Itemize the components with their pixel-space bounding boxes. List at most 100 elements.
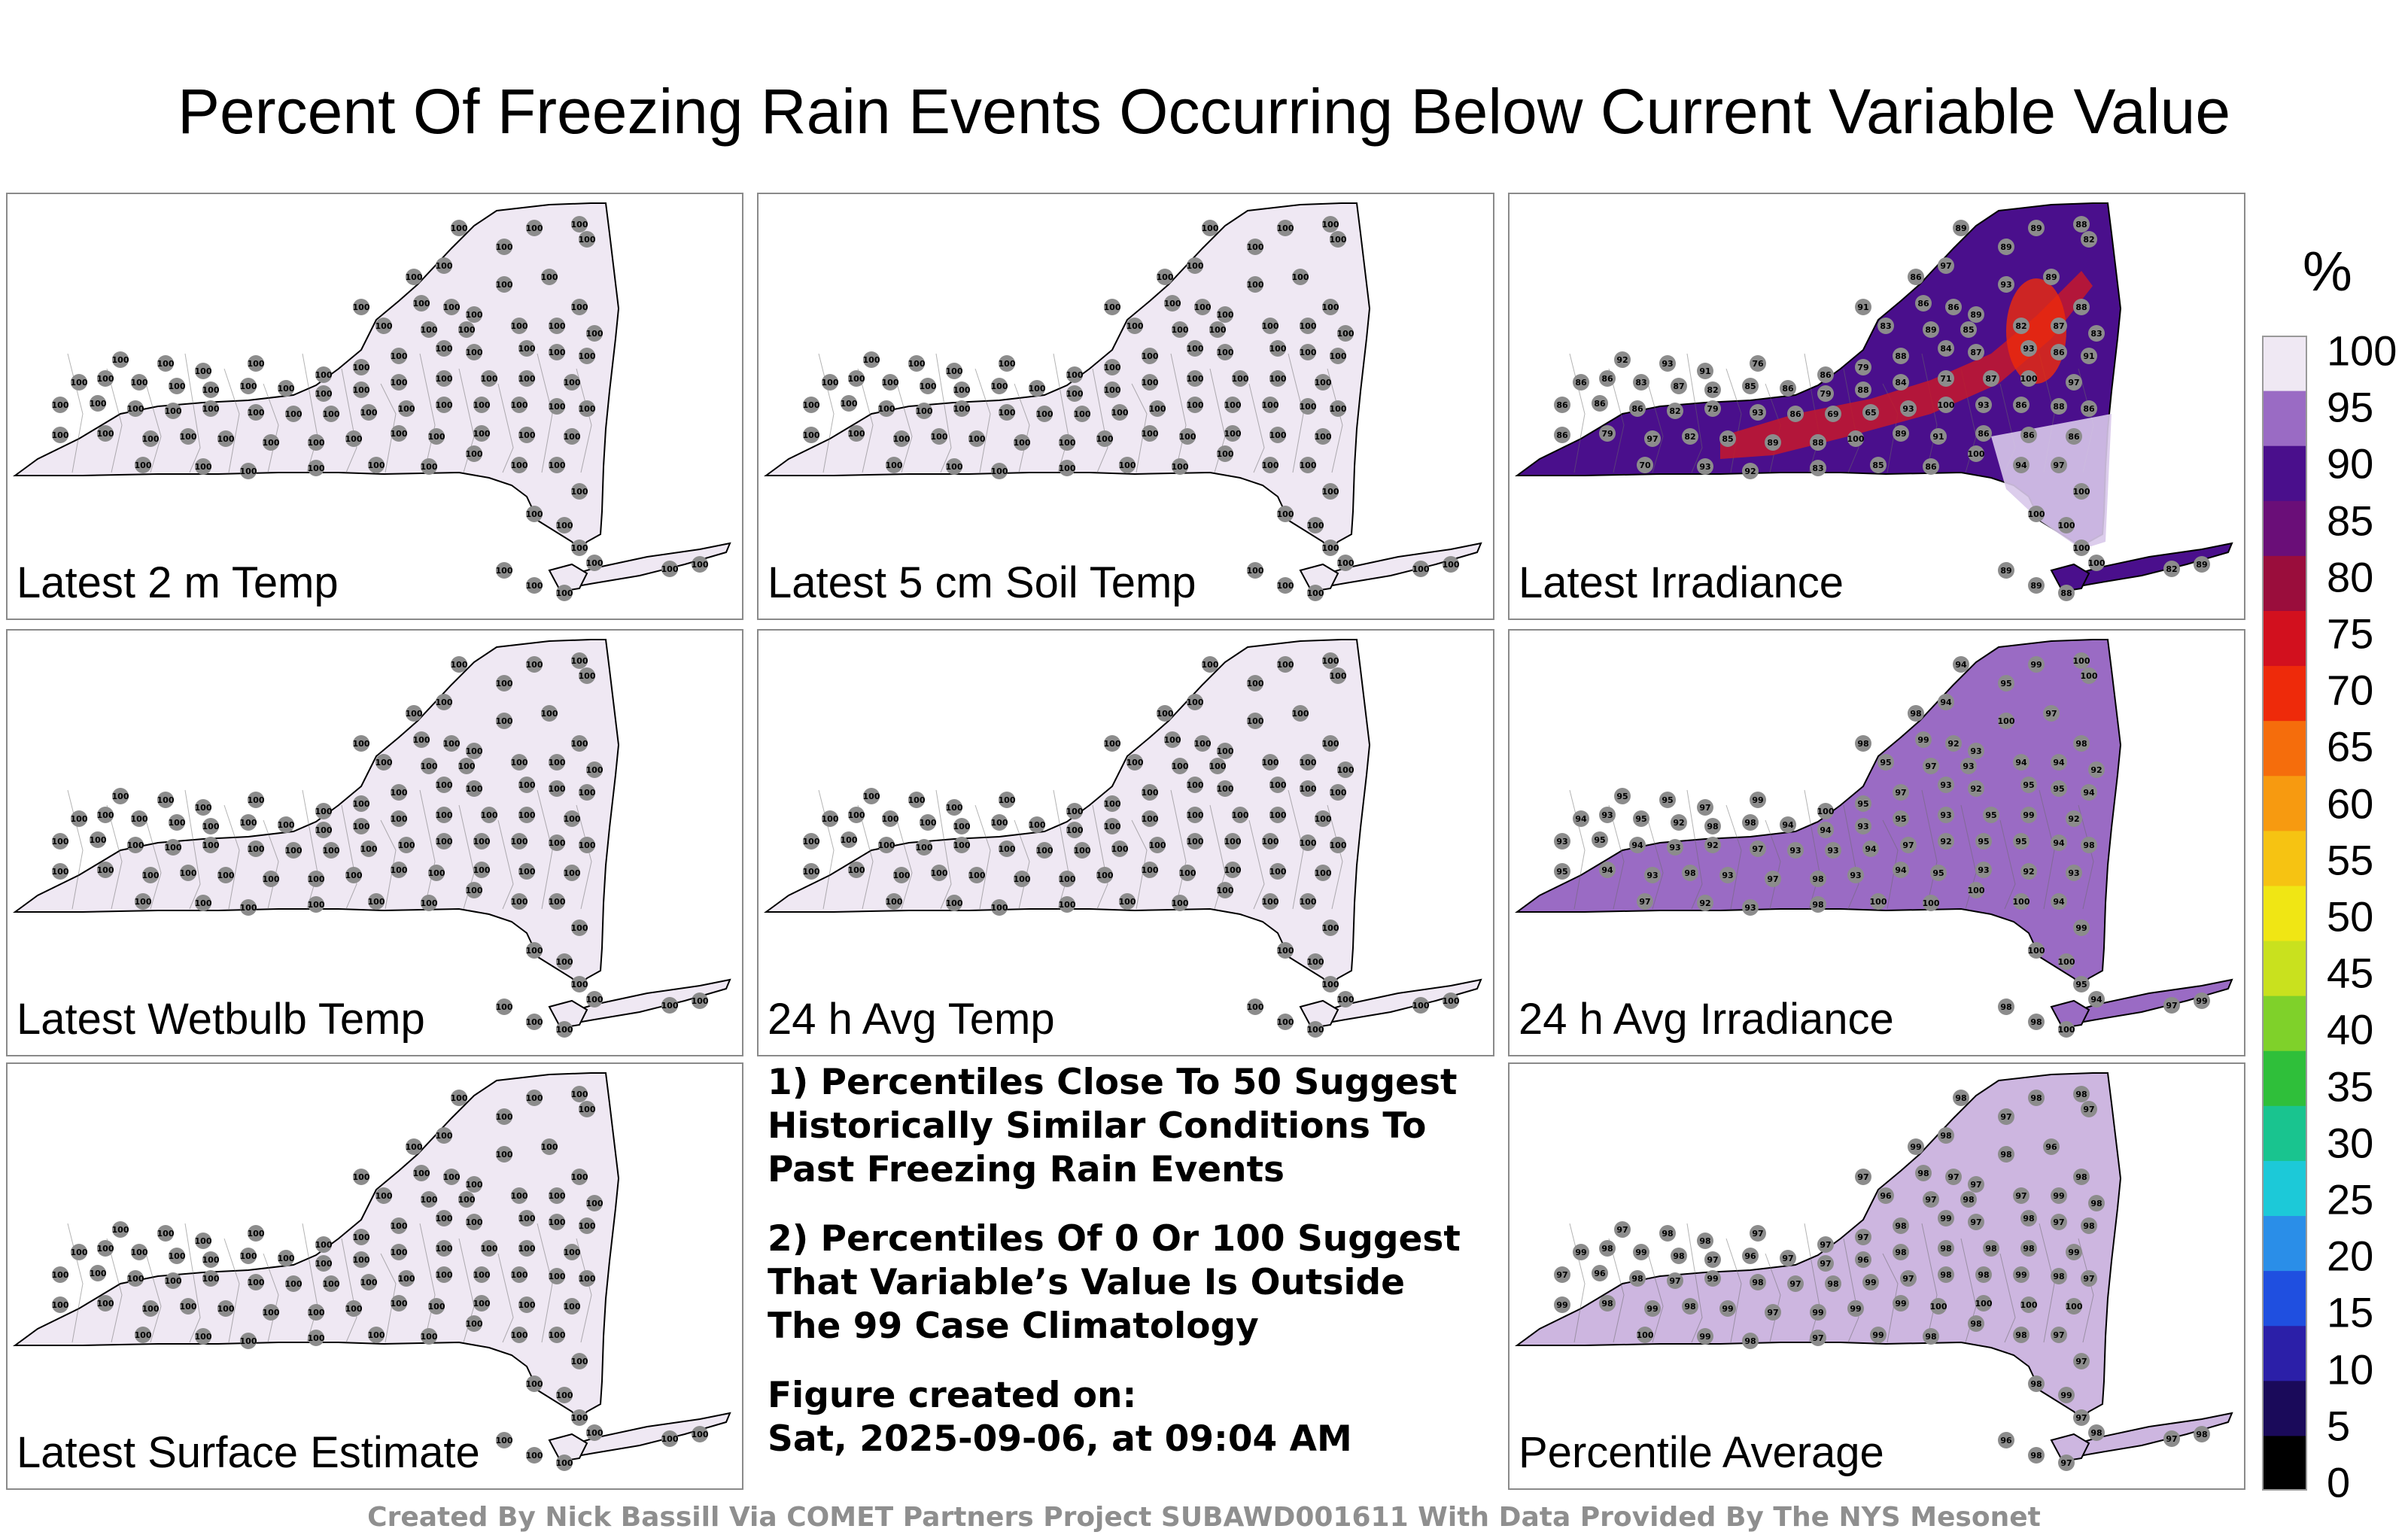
station-value: 100 (496, 1002, 513, 1012)
county-line (2039, 1223, 2055, 1343)
station-value: 85 (1744, 381, 1756, 391)
panel-label: Latest Surface Estimate (17, 1428, 480, 1477)
station-value: 97 (1820, 1259, 1831, 1269)
station-marker (1633, 1244, 1649, 1260)
figure-created-note: Figure created on: Sat, 2025-09-06, at 0… (768, 1375, 1352, 1460)
station-value: 100 (946, 803, 963, 813)
panel-label: Latest Wetbulb Temp (17, 995, 425, 1044)
station-marker (1817, 1255, 1834, 1272)
station-marker (1810, 460, 1826, 476)
station-marker (1217, 445, 1233, 462)
long-island-outline (555, 1412, 731, 1460)
station-marker (1923, 321, 1939, 338)
station-marker (1893, 374, 1909, 391)
county-line (1882, 819, 1899, 910)
station-marker (1893, 862, 1909, 878)
station-value: 82 (1684, 432, 1695, 442)
station-marker (131, 374, 147, 391)
station-value: 100 (413, 299, 430, 309)
station-marker (112, 1221, 129, 1238)
station-value: 98 (1601, 1299, 1613, 1309)
colorbar-segment (2262, 1380, 2307, 1436)
station-value: 100 (1202, 660, 1219, 670)
station-value: 86 (2068, 432, 2080, 442)
station-marker (443, 735, 460, 752)
station-marker (496, 276, 512, 293)
station-value: 100 (1322, 980, 1339, 989)
station-value: 100 (421, 761, 438, 771)
station-value: 100 (1074, 409, 1091, 419)
station-marker (1750, 840, 1766, 857)
station-value: 97 (1970, 1217, 1981, 1227)
station-marker (2028, 577, 2045, 594)
station-marker (1893, 1244, 1909, 1260)
station-value: 96 (1880, 1191, 1892, 1201)
station-value: 100 (931, 868, 948, 878)
station-value: 100 (878, 404, 895, 414)
station-value: 100 (893, 434, 911, 444)
station-marker (1217, 882, 1233, 898)
station-marker (1599, 807, 1616, 823)
station-value: 100 (481, 1244, 498, 1254)
county-line (2078, 1238, 2094, 1343)
station-value: 100 (586, 1199, 604, 1208)
station-value: 99 (2075, 923, 2087, 933)
station-value: 100 (398, 1274, 415, 1284)
colorbar-tick-label: 10 (2327, 1345, 2374, 1394)
station-value: 100 (953, 385, 971, 395)
station-value: 100 (496, 1150, 513, 1160)
station-value: 99 (1895, 1299, 1906, 1309)
station-value: 100 (1330, 235, 1347, 245)
station-marker (920, 814, 936, 831)
station-marker (1307, 517, 1324, 533)
station-value: 100 (97, 1299, 114, 1309)
station-value: 100 (466, 1319, 483, 1329)
long-island-outline (2057, 1412, 2233, 1460)
county-line (106, 804, 123, 910)
station-value: 100 (1277, 660, 1294, 670)
station-marker (451, 656, 467, 673)
map-panel-8: 98 98 98 97 97 98 99 97 98 96 98 97 97 98 96 97 98 97 99 98… (1508, 1062, 2245, 1490)
station-marker (2058, 1454, 2075, 1471)
station-value: 100 (52, 837, 69, 847)
station-value: 100 (315, 1259, 333, 1269)
station-marker (1104, 818, 1120, 834)
station-value: 100 (112, 792, 129, 801)
station-value: 100 (518, 430, 536, 440)
county-line (1092, 804, 1108, 910)
station-marker (345, 430, 362, 447)
station-value: 100 (52, 867, 69, 877)
station-marker (1923, 1328, 1939, 1345)
station-value: 100 (1066, 389, 1084, 399)
station-marker (165, 403, 181, 419)
station-value: 91 (1699, 366, 1710, 376)
station-value: 100 (564, 868, 581, 878)
station-marker (2028, 942, 2045, 959)
station-marker (1810, 1330, 1826, 1346)
station-value: 100 (511, 321, 528, 331)
station-marker (97, 425, 114, 442)
station-marker (1104, 795, 1120, 812)
county-line (380, 819, 397, 910)
station-marker (1300, 893, 1316, 910)
station-marker (127, 1270, 144, 1287)
station-marker (240, 463, 257, 479)
station-marker (1697, 799, 1713, 816)
station-marker (180, 1298, 196, 1315)
station-value: 100 (360, 1278, 378, 1287)
station-marker (886, 893, 902, 910)
station-value: 94 (2015, 460, 2027, 470)
station-value: 100 (436, 261, 453, 271)
county-line (857, 368, 874, 473)
station-marker (526, 656, 543, 673)
station-marker (571, 299, 588, 315)
station-marker (1629, 400, 1646, 417)
station-value: 100 (848, 374, 865, 384)
station-marker (2020, 863, 2037, 880)
station-value: 96 (1744, 1251, 1756, 1261)
station-value: 100 (473, 865, 491, 875)
station-value: 100 (1187, 810, 1204, 820)
station-marker (571, 735, 588, 752)
station-marker (443, 299, 460, 315)
station-marker (195, 1233, 211, 1249)
